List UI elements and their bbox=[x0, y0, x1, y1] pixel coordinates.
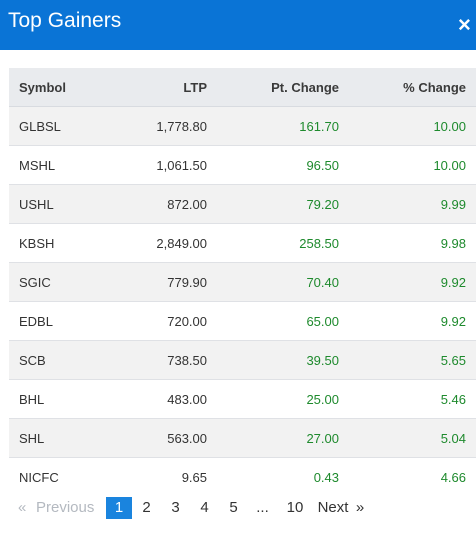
cell-pct-change: 10.00 bbox=[339, 145, 476, 185]
cell-pct-change: 5.46 bbox=[339, 379, 476, 419]
table-row[interactable]: KBSH 2,849.00 258.50 9.98 bbox=[9, 223, 476, 263]
cell-symbol: SHL bbox=[9, 418, 119, 458]
cell-pt-change: 65.00 bbox=[207, 301, 339, 341]
cell-ltp: 563.00 bbox=[119, 418, 207, 458]
previous-arrow-icon: « bbox=[18, 499, 27, 516]
gainers-table: Symbol LTP Pt. Change % Change GLBSL 1,7… bbox=[9, 68, 476, 487]
column-header-symbol[interactable]: Symbol bbox=[9, 68, 119, 107]
cell-pt-change: 27.00 bbox=[207, 418, 339, 458]
modal-header: Top Gainers × bbox=[0, 0, 476, 50]
table-row[interactable]: NICFC 9.65 0.43 4.66 bbox=[9, 457, 476, 487]
table-row[interactable]: GLBSL 1,778.80 161.70 10.00 bbox=[9, 106, 476, 146]
table-row[interactable]: SGIC 779.90 70.40 9.92 bbox=[9, 262, 476, 302]
cell-ltp: 2,849.00 bbox=[119, 223, 207, 263]
column-header-ltp[interactable]: LTP bbox=[119, 68, 207, 107]
cell-symbol: SGIC bbox=[9, 262, 119, 302]
page-button-5[interactable]: 5 bbox=[229, 499, 238, 516]
pagination: « Previous 1 2 3 4 5 ... 10 Next » bbox=[18, 496, 367, 520]
cell-ltp: 483.00 bbox=[119, 379, 207, 419]
next-page-button[interactable]: Next bbox=[317, 499, 349, 516]
cell-pt-change: 25.00 bbox=[207, 379, 339, 419]
cell-pt-change: 70.40 bbox=[207, 262, 339, 302]
page-button-1[interactable]: 1 bbox=[106, 497, 132, 519]
cell-pct-change: 5.04 bbox=[339, 418, 476, 458]
page-button-10[interactable]: 10 bbox=[286, 499, 304, 516]
cell-symbol: USHL bbox=[9, 184, 119, 224]
cell-pt-change: 161.70 bbox=[207, 106, 339, 146]
table-row[interactable]: USHL 872.00 79.20 9.99 bbox=[9, 184, 476, 224]
cell-pt-change: 96.50 bbox=[207, 145, 339, 185]
table-row[interactable]: SCB 738.50 39.50 5.65 bbox=[9, 340, 476, 380]
cell-ltp: 720.00 bbox=[119, 301, 207, 341]
cell-symbol: KBSH bbox=[9, 223, 119, 263]
cell-symbol: GLBSL bbox=[9, 106, 119, 146]
page-ellipsis: ... bbox=[256, 499, 269, 516]
cell-pct-change: 9.92 bbox=[339, 301, 476, 341]
page-button-3[interactable]: 3 bbox=[171, 499, 180, 516]
cell-symbol: NICFC bbox=[9, 457, 119, 487]
page-button-2[interactable]: 2 bbox=[142, 499, 151, 516]
page-button-4[interactable]: 4 bbox=[200, 499, 209, 516]
cell-symbol: SCB bbox=[9, 340, 119, 380]
cell-ltp: 1,061.50 bbox=[119, 145, 207, 185]
cell-pct-change: 9.92 bbox=[339, 262, 476, 302]
close-icon[interactable]: × bbox=[458, 13, 471, 37]
table-row[interactable]: MSHL 1,061.50 96.50 10.00 bbox=[9, 145, 476, 185]
cell-pct-change: 9.99 bbox=[339, 184, 476, 224]
cell-symbol: BHL bbox=[9, 379, 119, 419]
table-row[interactable]: EDBL 720.00 65.00 9.92 bbox=[9, 301, 476, 341]
cell-ltp: 1,778.80 bbox=[119, 106, 207, 146]
cell-ltp: 9.65 bbox=[119, 457, 207, 487]
modal-title: Top Gainers bbox=[8, 9, 122, 32]
cell-pct-change: 5.65 bbox=[339, 340, 476, 380]
cell-pct-change: 10.00 bbox=[339, 106, 476, 146]
cell-symbol: MSHL bbox=[9, 145, 119, 185]
cell-ltp: 779.90 bbox=[119, 262, 207, 302]
cell-pt-change: 258.50 bbox=[207, 223, 339, 263]
cell-pt-change: 79.20 bbox=[207, 184, 339, 224]
table-row[interactable]: SHL 563.00 27.00 5.04 bbox=[9, 418, 476, 458]
cell-pt-change: 39.50 bbox=[207, 340, 339, 380]
cell-pt-change: 0.43 bbox=[207, 457, 339, 487]
column-header-pt-change[interactable]: Pt. Change bbox=[207, 68, 339, 107]
column-header-pct-change[interactable]: % Change bbox=[339, 68, 476, 107]
previous-page-button[interactable]: Previous bbox=[36, 499, 95, 516]
table-header-row: Symbol LTP Pt. Change % Change bbox=[9, 68, 476, 107]
gainers-table-container: Symbol LTP Pt. Change % Change GLBSL 1,7… bbox=[9, 68, 476, 487]
cell-symbol: EDBL bbox=[9, 301, 119, 341]
next-arrow-icon[interactable]: » bbox=[355, 499, 365, 516]
cell-pct-change: 9.98 bbox=[339, 223, 476, 263]
cell-pct-change: 4.66 bbox=[339, 457, 476, 487]
table-row[interactable]: BHL 483.00 25.00 5.46 bbox=[9, 379, 476, 419]
cell-ltp: 738.50 bbox=[119, 340, 207, 380]
cell-ltp: 872.00 bbox=[119, 184, 207, 224]
